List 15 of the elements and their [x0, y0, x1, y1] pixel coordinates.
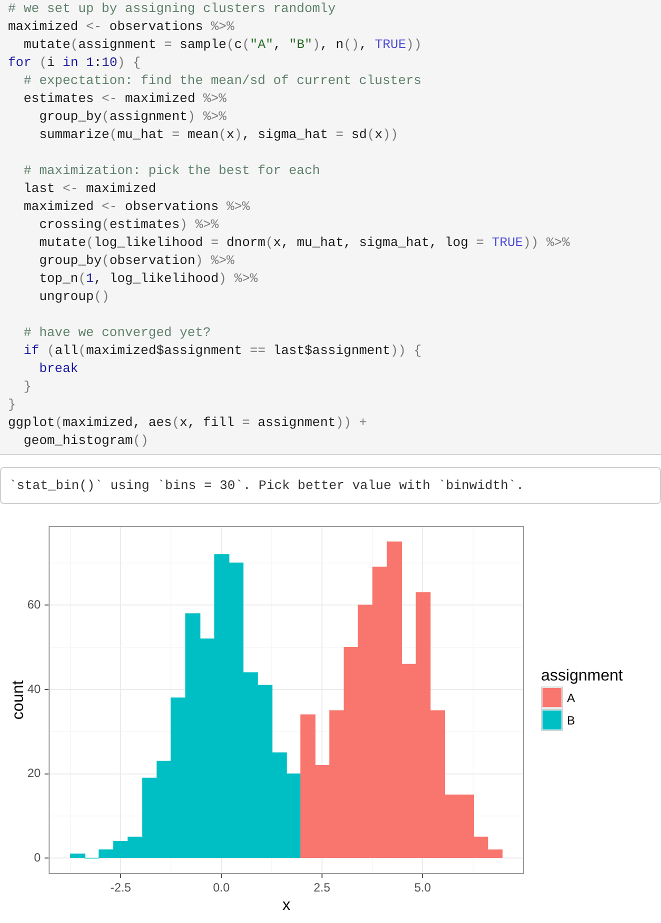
- legend-title: assignment: [541, 667, 624, 684]
- y-axis-title: count: [10, 680, 28, 720]
- x-tick-label: 5.0: [414, 880, 432, 895]
- y-tick-label: 40: [27, 682, 42, 696]
- x-tick-label: 2.5: [314, 880, 331, 895]
- legend-label: B: [567, 713, 576, 728]
- code-panel: # we set up by assigning clusters randomly maximized <- observations %>% mutate(assignment = sample(c("A", "B"), n(), TRUE)) for (i in 1:10) { # expectation: find the mean/sd of current clusters estimates <- maximized %>% group_by(assignment) %>% summarize(mu_hat = mean(x), sigma_hat = sd(x)) # maximization: pick the best for each last <- maximized maximized <- observations %>% crossing(estimates) %>% mutate(log_likelihood = dnorm(x, mu_hat, sigma_hat, log = TRUE)) %>% group_by(observation) %>% top_n(1, log_likelihood) %>% ungroup() # have we converged yet? if (all(maximized$assignment == last$assignment)) { break } } ggplot(maximized, aes(x, fill = assignment)) + geom_histogram(): [0, 0, 661, 455]
- legend-label: A: [567, 690, 576, 705]
- message-panel: `stat_bin()` using `bins = 30`. Pick better value with `binwidth`.: [0, 467, 661, 504]
- x-tick-label: -2.5: [110, 880, 132, 895]
- x-tick-label: 0.0: [213, 880, 230, 895]
- y-tick-label: 20: [27, 766, 42, 780]
- y-tick-label: 60: [27, 597, 42, 612]
- x-axis-title: x: [282, 896, 290, 914]
- y-tick-label: 0: [34, 850, 42, 864]
